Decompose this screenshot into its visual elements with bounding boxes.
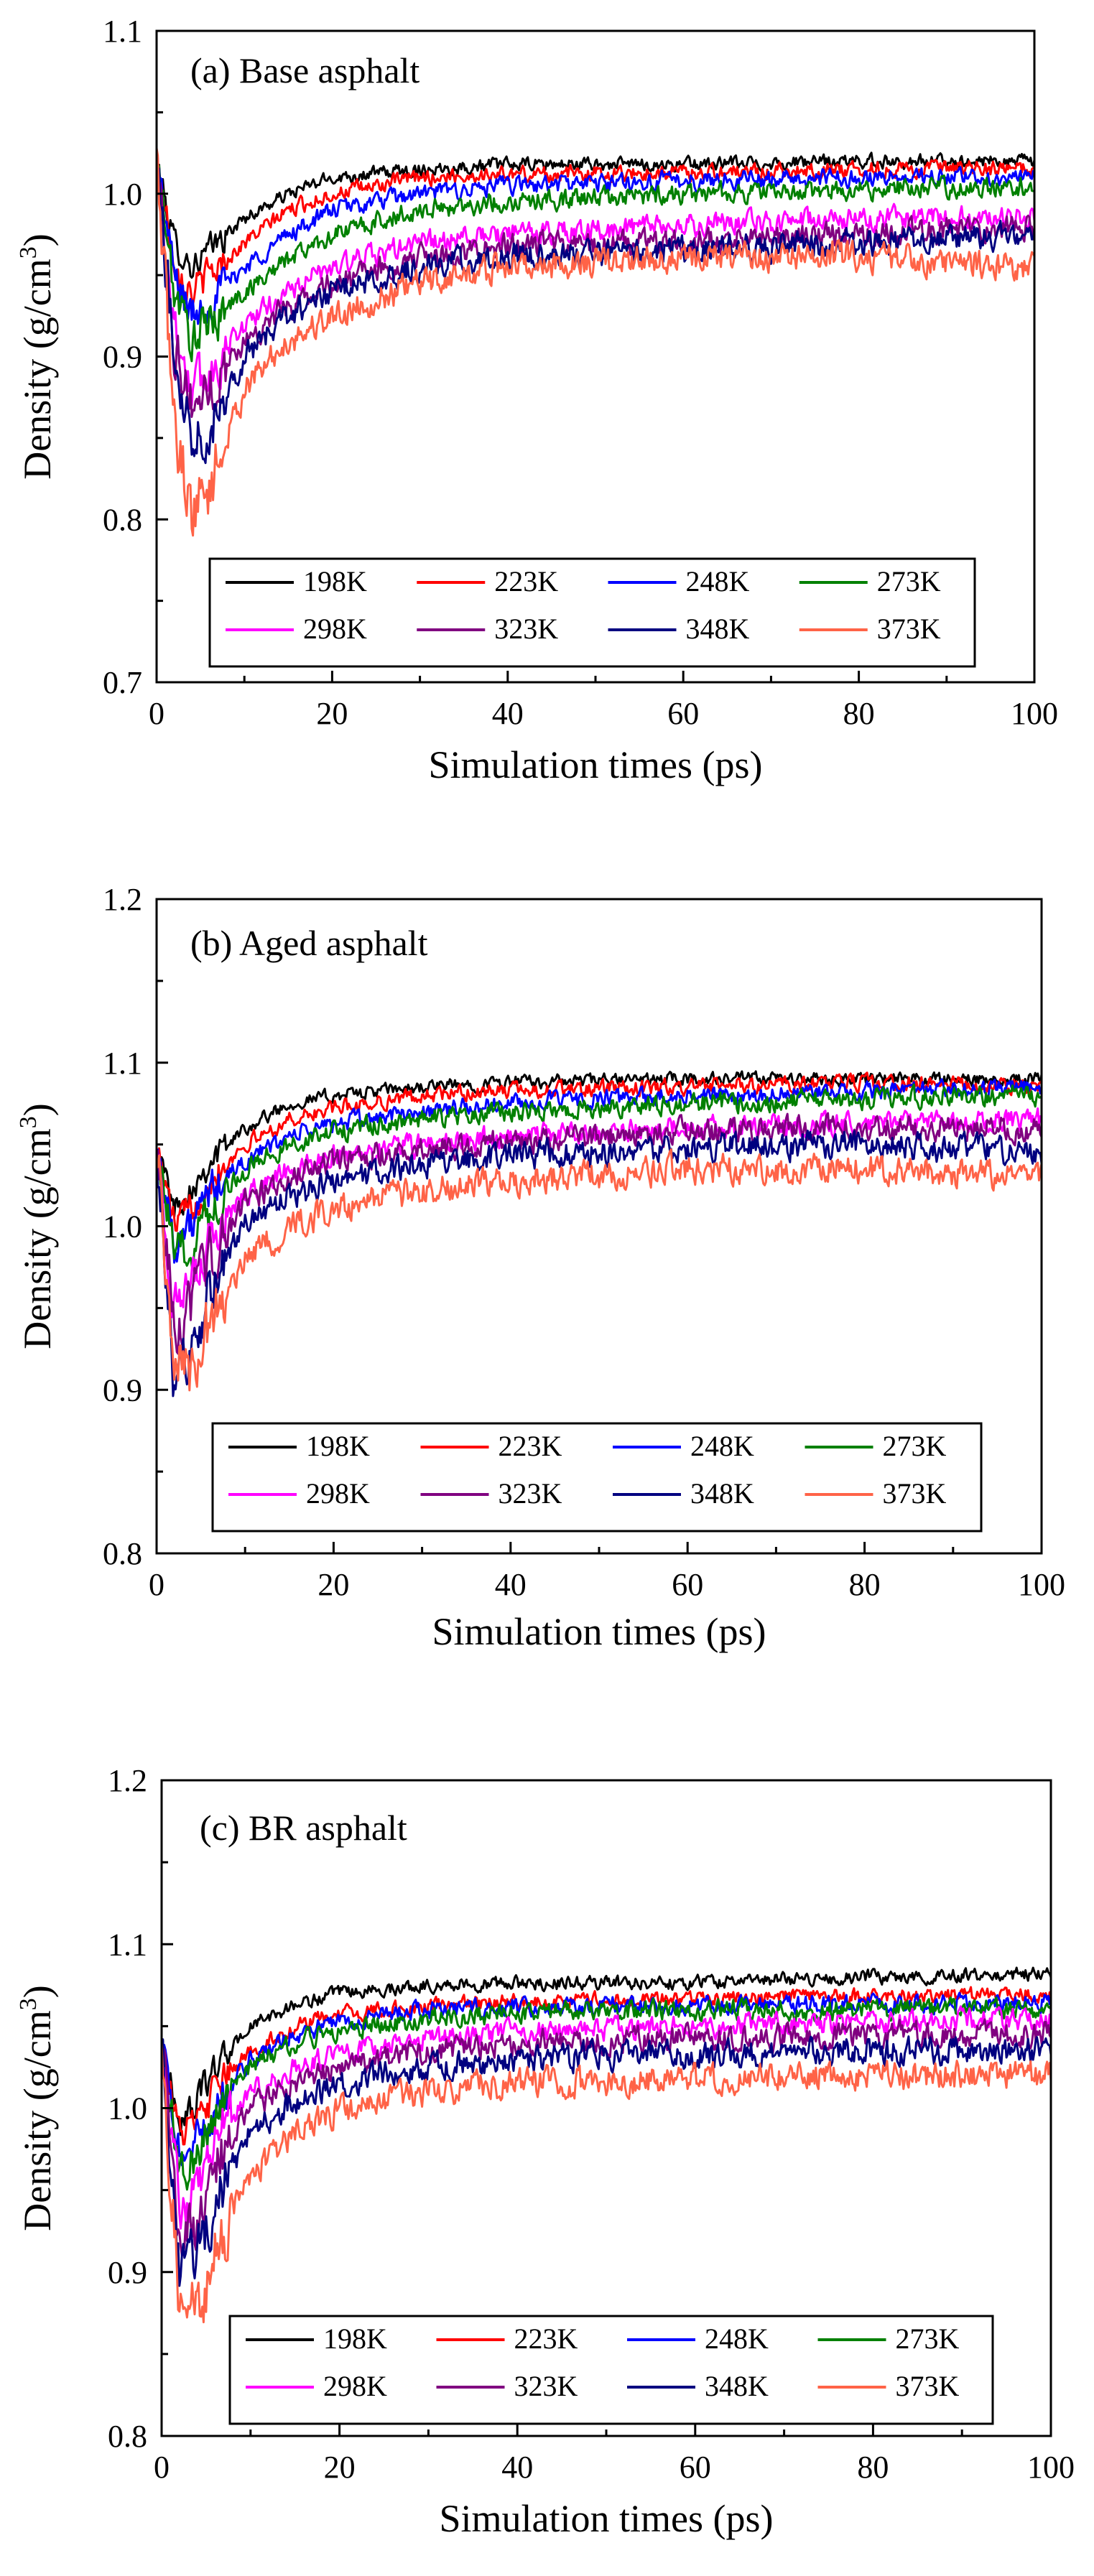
y-tick-label: 0.9 (108, 2255, 147, 2290)
x-tick-label: 40 (492, 696, 524, 731)
y-axis-title: Density (g/cm3) (15, 1985, 59, 2231)
x-tick-label: 80 (857, 2450, 889, 2485)
legend-label-298K: 298K (323, 2370, 387, 2402)
y-tick-label: 0.7 (103, 665, 142, 700)
series-line-348K (162, 2035, 1051, 2287)
series-line-373K (162, 2042, 1051, 2324)
y-tick-label: 0.9 (103, 1372, 142, 1408)
x-tick-label: 40 (495, 1567, 527, 1602)
y-tick-label: 1.2 (103, 882, 142, 917)
legend-label-348K: 348K (690, 1477, 754, 1510)
y-tick-label: 0.9 (103, 340, 142, 375)
x-tick-label: 60 (667, 696, 699, 731)
x-tick-label: 100 (1011, 696, 1058, 731)
x-axis-title: Simulation times (ps) (429, 743, 763, 786)
chart-panel-1: 0 20 40 60 80 100 0.7 0.8 0.9 1.0 1.1 (a) Base asph… (15, 14, 1058, 786)
x-tick-label: 80 (849, 1567, 881, 1602)
legend-label-198K: 198K (303, 565, 367, 597)
legend-label-248K: 248K (705, 2322, 769, 2355)
chart-panel-2: 0 20 40 60 80 100 0.8 0.9 1.0 1.1 1.2 (b) Aged asph… (15, 882, 1065, 1653)
series-line-373K (157, 147, 1034, 537)
panel-title: (c) BR asphalt (200, 1808, 407, 1848)
legend-label-323K: 323K (514, 2370, 578, 2402)
legend-box (208, 557, 976, 668)
legend-label-248K: 248K (690, 1430, 754, 1462)
series-line-198K (157, 1070, 1042, 1219)
series-line-373K (157, 1148, 1042, 1392)
legend-box (228, 2315, 994, 2425)
series-line-198K (157, 152, 1034, 279)
legend-label-198K: 198K (323, 2322, 387, 2355)
series-line-198K (162, 1966, 1051, 2136)
series-line-273K (162, 1996, 1051, 2191)
legend: 198K 223K 248K 273K 298K 323K 348K 373K (228, 2315, 994, 2425)
legend-label-273K: 273K (877, 565, 941, 597)
y-tick-label: 1.0 (103, 177, 142, 212)
legend-label-348K: 348K (686, 613, 750, 645)
legend-label-223K: 223K (514, 2322, 578, 2355)
series-group (162, 1966, 1051, 2324)
series-line-273K (157, 1083, 1042, 1269)
x-tick-label: 80 (843, 696, 875, 731)
y-tick-label: 0.8 (103, 502, 142, 537)
series-line-348K (157, 1130, 1042, 1398)
y-tick-label: 1.2 (108, 1763, 147, 1798)
legend-label-198K: 198K (306, 1430, 370, 1462)
legend-box (211, 1422, 983, 1533)
legend-label-373K: 373K (877, 613, 941, 645)
legend-label-273K: 273K (883, 1430, 947, 1462)
x-axis-title: Simulation times (ps) (432, 1610, 766, 1653)
legend-label-248K: 248K (686, 565, 750, 597)
legend-label-348K: 348K (705, 2370, 769, 2402)
y-tick-label: 0.8 (108, 2419, 147, 2454)
series-line-223K (162, 1986, 1051, 2146)
y-tick-label: 1.1 (103, 1046, 142, 1081)
x-tick-label: 40 (501, 2450, 533, 2485)
y-tick-label: 1.1 (103, 14, 142, 49)
x-tick-label: 20 (317, 1567, 349, 1602)
legend-label-298K: 298K (306, 1477, 370, 1510)
y-tick-label: 1.0 (108, 2091, 147, 2126)
x-tick-label: 100 (1027, 2450, 1075, 2485)
x-tick-label: 100 (1018, 1567, 1065, 1602)
legend-label-373K: 373K (883, 1477, 947, 1510)
x-tick-label: 20 (324, 2450, 356, 2485)
legend-label-298K: 298K (303, 613, 367, 645)
y-axis-title: Density (g/cm3) (15, 1103, 59, 1349)
series-line-273K (157, 154, 1034, 363)
y-axis-title: Density (g/cm3) (15, 233, 59, 479)
x-axis-title: Simulation times (ps) (440, 2497, 774, 2540)
chart-panel-3: 0 20 40 60 80 100 0.8 0.9 1.0 1.1 1.2 (c) BR asphal… (15, 1763, 1075, 2540)
series-group (157, 147, 1034, 537)
legend-label-323K: 323K (499, 1477, 562, 1510)
x-tick-label: 20 (316, 696, 348, 731)
legend: 198K 223K 248K 273K 298K 323K 348K 373K (211, 1422, 983, 1533)
legend-label-373K: 373K (896, 2370, 960, 2402)
legend: 198K 223K 248K 273K 298K 323K 348K 373K (208, 557, 976, 668)
legend-label-273K: 273K (896, 2322, 960, 2355)
x-tick-label: 60 (680, 2450, 711, 2485)
y-tick-label: 1.0 (103, 1209, 142, 1245)
x-tick-label: 0 (154, 2450, 170, 2485)
legend-label-223K: 223K (499, 1430, 562, 1462)
x-tick-label: 0 (149, 696, 164, 731)
x-tick-label: 0 (149, 1567, 164, 1602)
series-line-323K (157, 1112, 1042, 1355)
series-line-223K (157, 156, 1034, 306)
y-tick-label: 0.8 (103, 1536, 142, 1571)
series-line-248K (157, 155, 1034, 325)
x-tick-label: 60 (672, 1567, 703, 1602)
legend-label-323K: 323K (494, 613, 558, 645)
panel-title: (a) Base asphalt (190, 50, 419, 90)
series-line-248K (157, 1078, 1042, 1264)
series-group (157, 1070, 1042, 1398)
y-tick-label: 1.1 (108, 1927, 147, 1962)
legend-label-223K: 223K (494, 565, 558, 597)
panel-title: (b) Aged asphalt (190, 923, 428, 963)
